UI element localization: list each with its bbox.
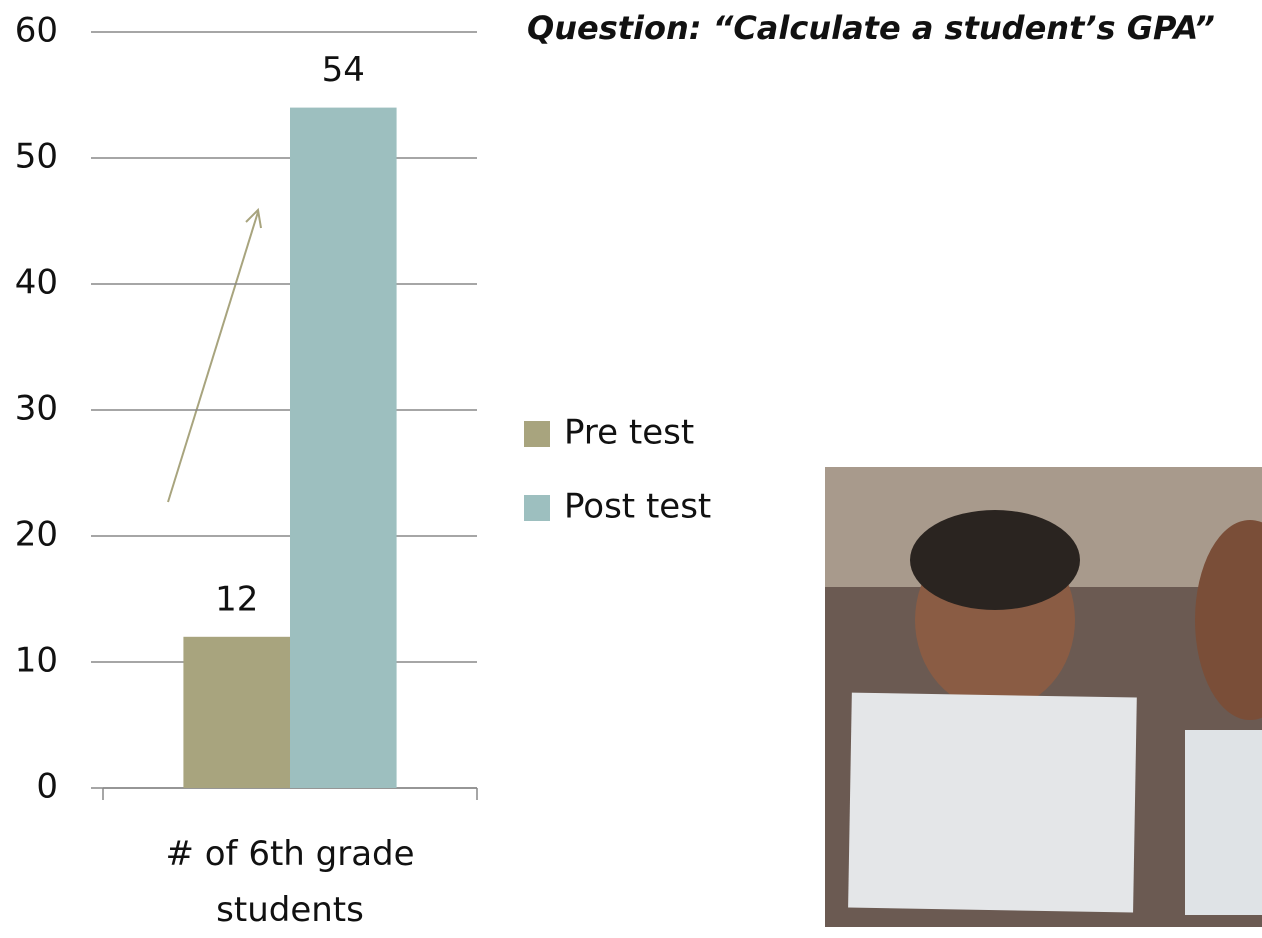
value-label: 12	[215, 579, 258, 619]
legend-label: Pre test	[564, 413, 694, 453]
trend-arrow	[168, 212, 258, 502]
bar	[290, 108, 397, 788]
page: Question: “Calculate a student’s GPA” 0 1…	[0, 0, 1262, 927]
value-label: 54	[322, 50, 365, 90]
y-tick-label: 60	[15, 11, 58, 51]
legend-label: Post test	[564, 487, 711, 527]
y-tick-label: 20	[15, 515, 58, 555]
y-tick-label: 30	[15, 389, 58, 429]
y-tick-label: 10	[15, 641, 58, 681]
chart: Question: “Calculate a student’s GPA” 0 1…	[0, 0, 1262, 927]
chart-title: Question: “Calculate a student’s GPA”	[527, 9, 1215, 47]
legend-swatch	[524, 495, 550, 521]
y-tick-label: 0	[36, 767, 58, 807]
legend-swatch	[524, 421, 550, 447]
y-tick-label: 50	[15, 137, 58, 177]
x-tick-label: # of 6th grade students	[125, 826, 455, 938]
y-tick-label: 40	[15, 263, 58, 303]
photo	[825, 467, 1262, 927]
bar	[183, 637, 290, 788]
